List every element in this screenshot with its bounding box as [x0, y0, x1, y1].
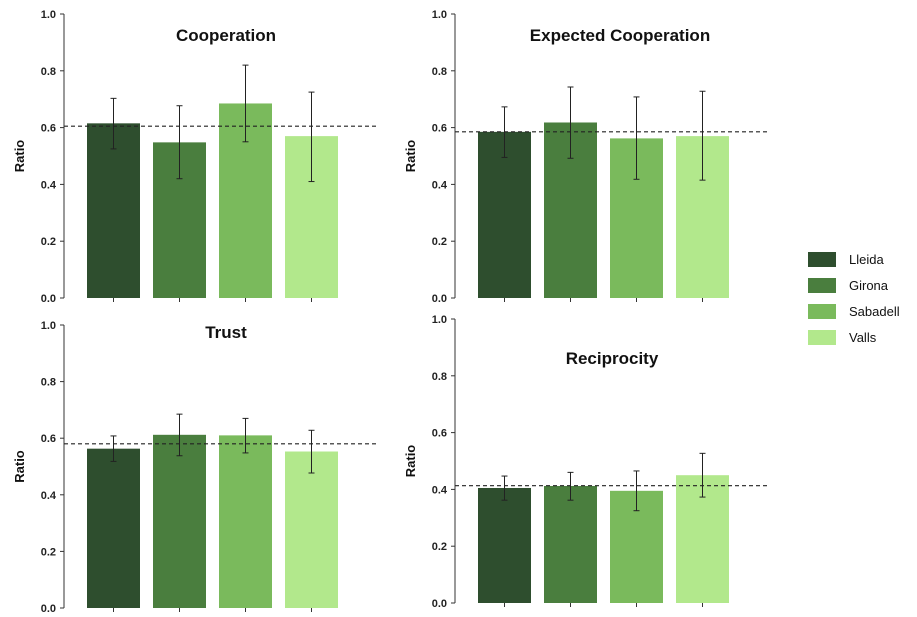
y-tick-label: 0.0: [432, 293, 447, 305]
error-bar-girona: [176, 413, 183, 457]
bar-lleida: [478, 487, 531, 603]
error-bar-valls: [699, 90, 706, 181]
y-tick-label: 0.0: [41, 603, 56, 615]
legend-swatch: [808, 252, 836, 267]
legend-item-girona: Girona: [808, 278, 889, 293]
bar-girona: [544, 485, 597, 603]
error-bar-valls: [308, 429, 315, 474]
panel-title: Trust: [205, 323, 247, 342]
y-axis-title: Ratio: [12, 140, 27, 173]
chart-panels: 0.0 0.2 0.4 0.6 0.8 1.0 Ratio Cooperation 0.0 0.2…: [12, 9, 769, 615]
error-bar-sabadell: [633, 470, 640, 512]
legend-swatch: [808, 278, 836, 293]
panel-1: 0.0 0.2 0.4 0.6 0.8 1.0 Ratio Cooperation: [12, 9, 378, 305]
y-tick-label: 0.8: [432, 66, 447, 78]
y-tick-label: 0.2: [41, 236, 56, 248]
y-tick-label: 0.0: [432, 598, 447, 610]
error-bar-lleida: [110, 97, 117, 150]
y-tick-label: 1.0: [432, 314, 447, 326]
bar-lleida: [87, 123, 140, 298]
y-tick-label: 0.0: [41, 293, 56, 305]
y-tick-label: 0.2: [432, 541, 447, 553]
y-tick-label: 0.6: [432, 428, 447, 440]
legend-swatch: [808, 330, 836, 345]
legend-swatch: [808, 304, 836, 319]
y-tick-label: 0.6: [432, 123, 447, 135]
error-bar-sabadell: [242, 64, 249, 143]
y-tick-label: 1.0: [432, 9, 447, 21]
panel-title: Reciprocity: [566, 349, 659, 368]
legend-label: Lleida: [849, 252, 884, 267]
bar-lleida: [478, 131, 531, 298]
error-bar-girona: [567, 86, 574, 159]
y-tick-label: 0.8: [41, 377, 56, 389]
error-bar-girona: [176, 105, 183, 180]
y-tick-label: 0.8: [41, 66, 56, 78]
y-axis-title: Ratio: [403, 445, 418, 478]
y-axis-title: Ratio: [403, 140, 418, 173]
panel-4: 0.0 0.2 0.4 0.6 0.8 1.0 Ratio Reciprocity: [403, 314, 769, 610]
legend-item-sabadell: Sabadell: [808, 304, 900, 319]
bar-sabadell: [219, 435, 272, 608]
legend-item-valls: Valls: [808, 330, 877, 345]
error-bar-lleida: [501, 106, 508, 158]
y-tick-label: 0.4: [41, 179, 57, 191]
y-tick-label: 0.8: [432, 371, 447, 383]
legend-label: Girona: [849, 278, 889, 293]
bar-lleida: [87, 448, 140, 608]
error-bar-lleida: [501, 475, 508, 501]
legend-item-lleida: Lleida: [808, 252, 884, 267]
error-bar-girona: [567, 471, 574, 501]
error-bar-sabadell: [633, 96, 640, 180]
error-bar-sabadell: [242, 417, 249, 454]
panel-2: 0.0 0.2 0.4 0.6 0.8 1.0 Ratio Expected Cooperat…: [403, 9, 769, 305]
bar-girona: [153, 434, 206, 608]
y-tick-label: 0.4: [41, 490, 57, 502]
y-tick-label: 0.4: [432, 179, 448, 191]
panel-3: 0.0 0.2 0.4 0.6 0.8 1.0 Ratio Trust: [12, 320, 378, 615]
legend-label: Sabadell: [849, 304, 900, 319]
y-tick-label: 0.6: [41, 123, 56, 135]
y-tick-label: 0.4: [432, 484, 448, 496]
bar-valls: [285, 451, 338, 608]
error-bar-lleida: [110, 435, 117, 462]
panel-title: Expected Cooperation: [530, 26, 710, 45]
y-tick-label: 1.0: [41, 320, 56, 332]
y-axis-title: Ratio: [12, 450, 27, 483]
y-tick-label: 1.0: [41, 9, 56, 21]
panel-title: Cooperation: [176, 26, 276, 45]
y-tick-label: 0.6: [41, 433, 56, 445]
error-bar-valls: [699, 452, 706, 498]
y-tick-label: 0.2: [432, 236, 447, 248]
legend: Lleida Girona Sabadell Valls: [808, 252, 900, 345]
y-tick-label: 0.2: [41, 546, 56, 558]
legend-label: Valls: [849, 330, 877, 345]
error-bar-valls: [308, 91, 315, 183]
